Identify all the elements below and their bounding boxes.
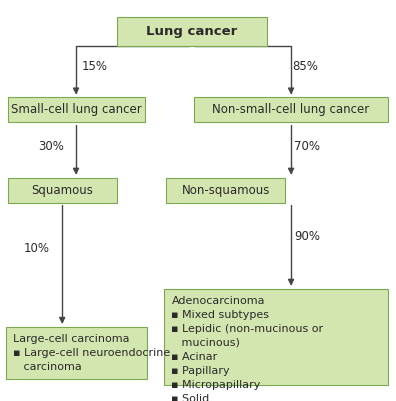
FancyBboxPatch shape xyxy=(166,178,285,203)
FancyBboxPatch shape xyxy=(8,178,117,203)
FancyBboxPatch shape xyxy=(6,327,147,379)
Text: 85%: 85% xyxy=(292,60,318,73)
Text: Lung cancer: Lung cancer xyxy=(147,25,238,38)
FancyBboxPatch shape xyxy=(194,97,388,122)
Text: 15%: 15% xyxy=(82,60,108,73)
Text: 70%: 70% xyxy=(294,140,320,153)
FancyBboxPatch shape xyxy=(164,289,388,385)
FancyBboxPatch shape xyxy=(117,17,267,46)
Text: Non-small-cell lung cancer: Non-small-cell lung cancer xyxy=(212,103,370,116)
FancyBboxPatch shape xyxy=(8,97,145,122)
Text: 90%: 90% xyxy=(294,230,320,243)
Text: 10%: 10% xyxy=(24,242,50,255)
Text: Non-squamous: Non-squamous xyxy=(181,184,270,196)
Text: Large-cell carcinoma
▪ Large-cell neuroendocrine
   carcinoma: Large-cell carcinoma ▪ Large-cell neuroe… xyxy=(13,334,170,372)
Text: Squamous: Squamous xyxy=(31,184,93,196)
Text: Small-cell lung cancer: Small-cell lung cancer xyxy=(11,103,142,116)
Text: Adenocarcinoma
▪ Mixed subtypes
▪ Lepidic (non-mucinous or
   mucinous)
▪ Acinar: Adenocarcinoma ▪ Mixed subtypes ▪ Lepidi… xyxy=(171,296,324,401)
Text: 30%: 30% xyxy=(38,140,65,153)
